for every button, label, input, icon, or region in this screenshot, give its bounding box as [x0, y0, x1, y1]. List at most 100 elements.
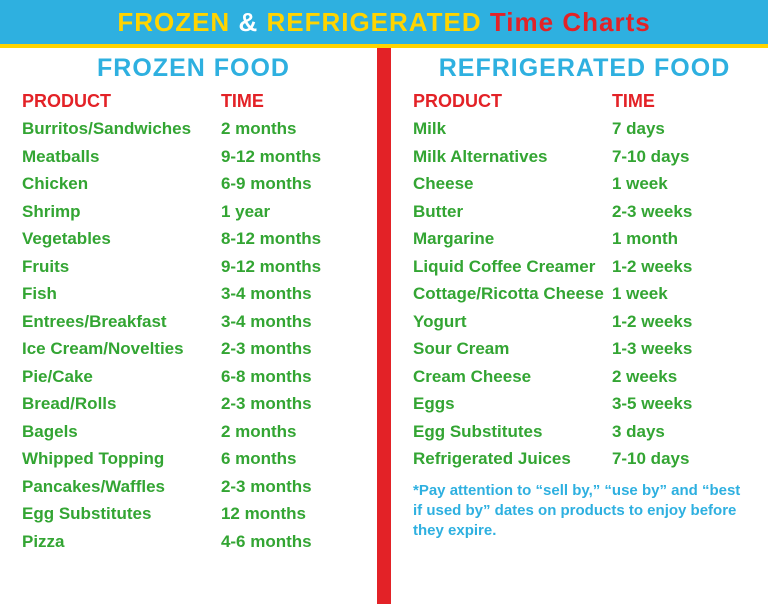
refrigerated-footnote: *Pay attention to “sell by,” “use by” an… [413, 481, 756, 542]
row-time: 1-3 weeks [612, 335, 756, 363]
table-row: Milk7 days [413, 115, 756, 143]
table-row: Pie/Cake6-8 months [22, 363, 365, 391]
refrigerated-headers: PRODUCT TIME [413, 91, 756, 112]
table-row: Fruits9-12 months [22, 253, 365, 281]
table-row: Meatballs9-12 months [22, 143, 365, 171]
table-row: Chicken6-9 months [22, 170, 365, 198]
row-product: Egg Substitutes [22, 500, 221, 528]
row-time: 4-6 months [221, 528, 365, 556]
header-part2: REFRIGERATED [266, 7, 481, 37]
row-product: Milk Alternatives [413, 143, 612, 171]
frozen-title: FROZEN FOOD [22, 54, 365, 83]
row-product: Pizza [22, 528, 221, 556]
row-time: 9-12 months [221, 253, 365, 281]
row-product: Burritos/Sandwiches [22, 115, 221, 143]
table-row: Yogurt1-2 weeks [413, 308, 756, 336]
row-time: 1 month [612, 225, 756, 253]
table-row: Margarine1 month [413, 225, 756, 253]
row-product: Cream Cheese [413, 363, 612, 391]
row-time: 7 days [612, 115, 756, 143]
row-product: Sour Cream [413, 335, 612, 363]
row-product: Fish [22, 280, 221, 308]
row-product: Pie/Cake [22, 363, 221, 391]
row-time: 3-5 weeks [612, 390, 756, 418]
row-time: 1 year [221, 198, 365, 226]
table-row: Liquid Coffee Creamer1-2 weeks [413, 253, 756, 281]
row-product: Fruits [22, 253, 221, 281]
row-product: Ice Cream/Novelties [22, 335, 221, 363]
table-row: Burritos/Sandwiches2 months [22, 115, 365, 143]
row-product: Bread/Rolls [22, 390, 221, 418]
row-time: 7-10 days [612, 143, 756, 171]
row-product: Whipped Topping [22, 445, 221, 473]
frozen-rows: Burritos/Sandwiches2 monthsMeatballs9-12… [22, 115, 365, 556]
row-time: 7-10 days [612, 445, 756, 473]
refrigerated-column: REFRIGERATED FOOD PRODUCT TIME Milk7 day… [391, 48, 768, 604]
table-row: Egg Substitutes12 months [22, 500, 365, 528]
row-time: 3-4 months [221, 280, 365, 308]
table-row: Pizza4-6 months [22, 528, 365, 556]
refrigerated-rows: Milk7 daysMilk Alternatives7-10 daysChee… [413, 115, 756, 473]
row-product: Meatballs [22, 143, 221, 171]
refrigerated-header-time: TIME [612, 91, 756, 112]
row-time: 2 weeks [612, 363, 756, 391]
table-row: Fish3-4 months [22, 280, 365, 308]
table-row: Bagels2 months [22, 418, 365, 446]
table-row: Cheese1 week [413, 170, 756, 198]
frozen-column: FROZEN FOOD PRODUCT TIME Burritos/Sandwi… [0, 48, 377, 604]
table-row: Butter2-3 weeks [413, 198, 756, 226]
row-time: 3 days [612, 418, 756, 446]
row-time: 2-3 months [221, 473, 365, 501]
row-product: Pancakes/Waffles [22, 473, 221, 501]
row-product: Milk [413, 115, 612, 143]
row-product: Margarine [413, 225, 612, 253]
header-amp: & [238, 7, 258, 37]
row-product: Butter [413, 198, 612, 226]
table-row: Bread/Rolls2-3 months [22, 390, 365, 418]
header-part3: Time Charts [490, 7, 651, 37]
row-time: 1 week [612, 280, 756, 308]
table-row: Entrees/Breakfast3-4 months [22, 308, 365, 336]
row-time: 3-4 months [221, 308, 365, 336]
header-title: FROZEN & REFRIGERATED Time Charts [117, 7, 650, 38]
row-time: 2 months [221, 115, 365, 143]
row-time: 1-2 weeks [612, 253, 756, 281]
row-product: Refrigerated Juices [413, 445, 612, 473]
refrigerated-header-product: PRODUCT [413, 91, 612, 112]
row-time: 8-12 months [221, 225, 365, 253]
row-time: 1-2 weeks [612, 308, 756, 336]
table-row: Sour Cream1-3 weeks [413, 335, 756, 363]
table-row: Egg Substitutes3 days [413, 418, 756, 446]
frozen-header-product: PRODUCT [22, 91, 221, 112]
row-product: Bagels [22, 418, 221, 446]
row-time: 2-3 months [221, 390, 365, 418]
content-area: FROZEN FOOD PRODUCT TIME Burritos/Sandwi… [0, 48, 768, 604]
row-time: 9-12 months [221, 143, 365, 171]
table-row: Cottage/Ricotta Cheese1 week [413, 280, 756, 308]
table-row: Cream Cheese2 weeks [413, 363, 756, 391]
column-divider [377, 48, 391, 604]
row-time: 6-9 months [221, 170, 365, 198]
table-row: Milk Alternatives7-10 days [413, 143, 756, 171]
row-time: 1 week [612, 170, 756, 198]
table-row: Eggs3-5 weeks [413, 390, 756, 418]
refrigerated-title: REFRIGERATED FOOD [413, 54, 756, 83]
row-time: 6-8 months [221, 363, 365, 391]
header-bar: FROZEN & REFRIGERATED Time Charts [0, 0, 768, 48]
table-row: Shrimp1 year [22, 198, 365, 226]
row-product: Cheese [413, 170, 612, 198]
row-product: Entrees/Breakfast [22, 308, 221, 336]
table-row: Pancakes/Waffles2-3 months [22, 473, 365, 501]
row-time: 12 months [221, 500, 365, 528]
frozen-headers: PRODUCT TIME [22, 91, 365, 112]
row-time: 6 months [221, 445, 365, 473]
row-time: 2 months [221, 418, 365, 446]
row-product: Cottage/Ricotta Cheese [413, 280, 612, 308]
frozen-header-time: TIME [221, 91, 365, 112]
row-time: 2-3 months [221, 335, 365, 363]
row-product: Yogurt [413, 308, 612, 336]
row-product: Vegetables [22, 225, 221, 253]
table-row: Vegetables8-12 months [22, 225, 365, 253]
row-product: Egg Substitutes [413, 418, 612, 446]
header-part1: FROZEN [117, 7, 230, 37]
